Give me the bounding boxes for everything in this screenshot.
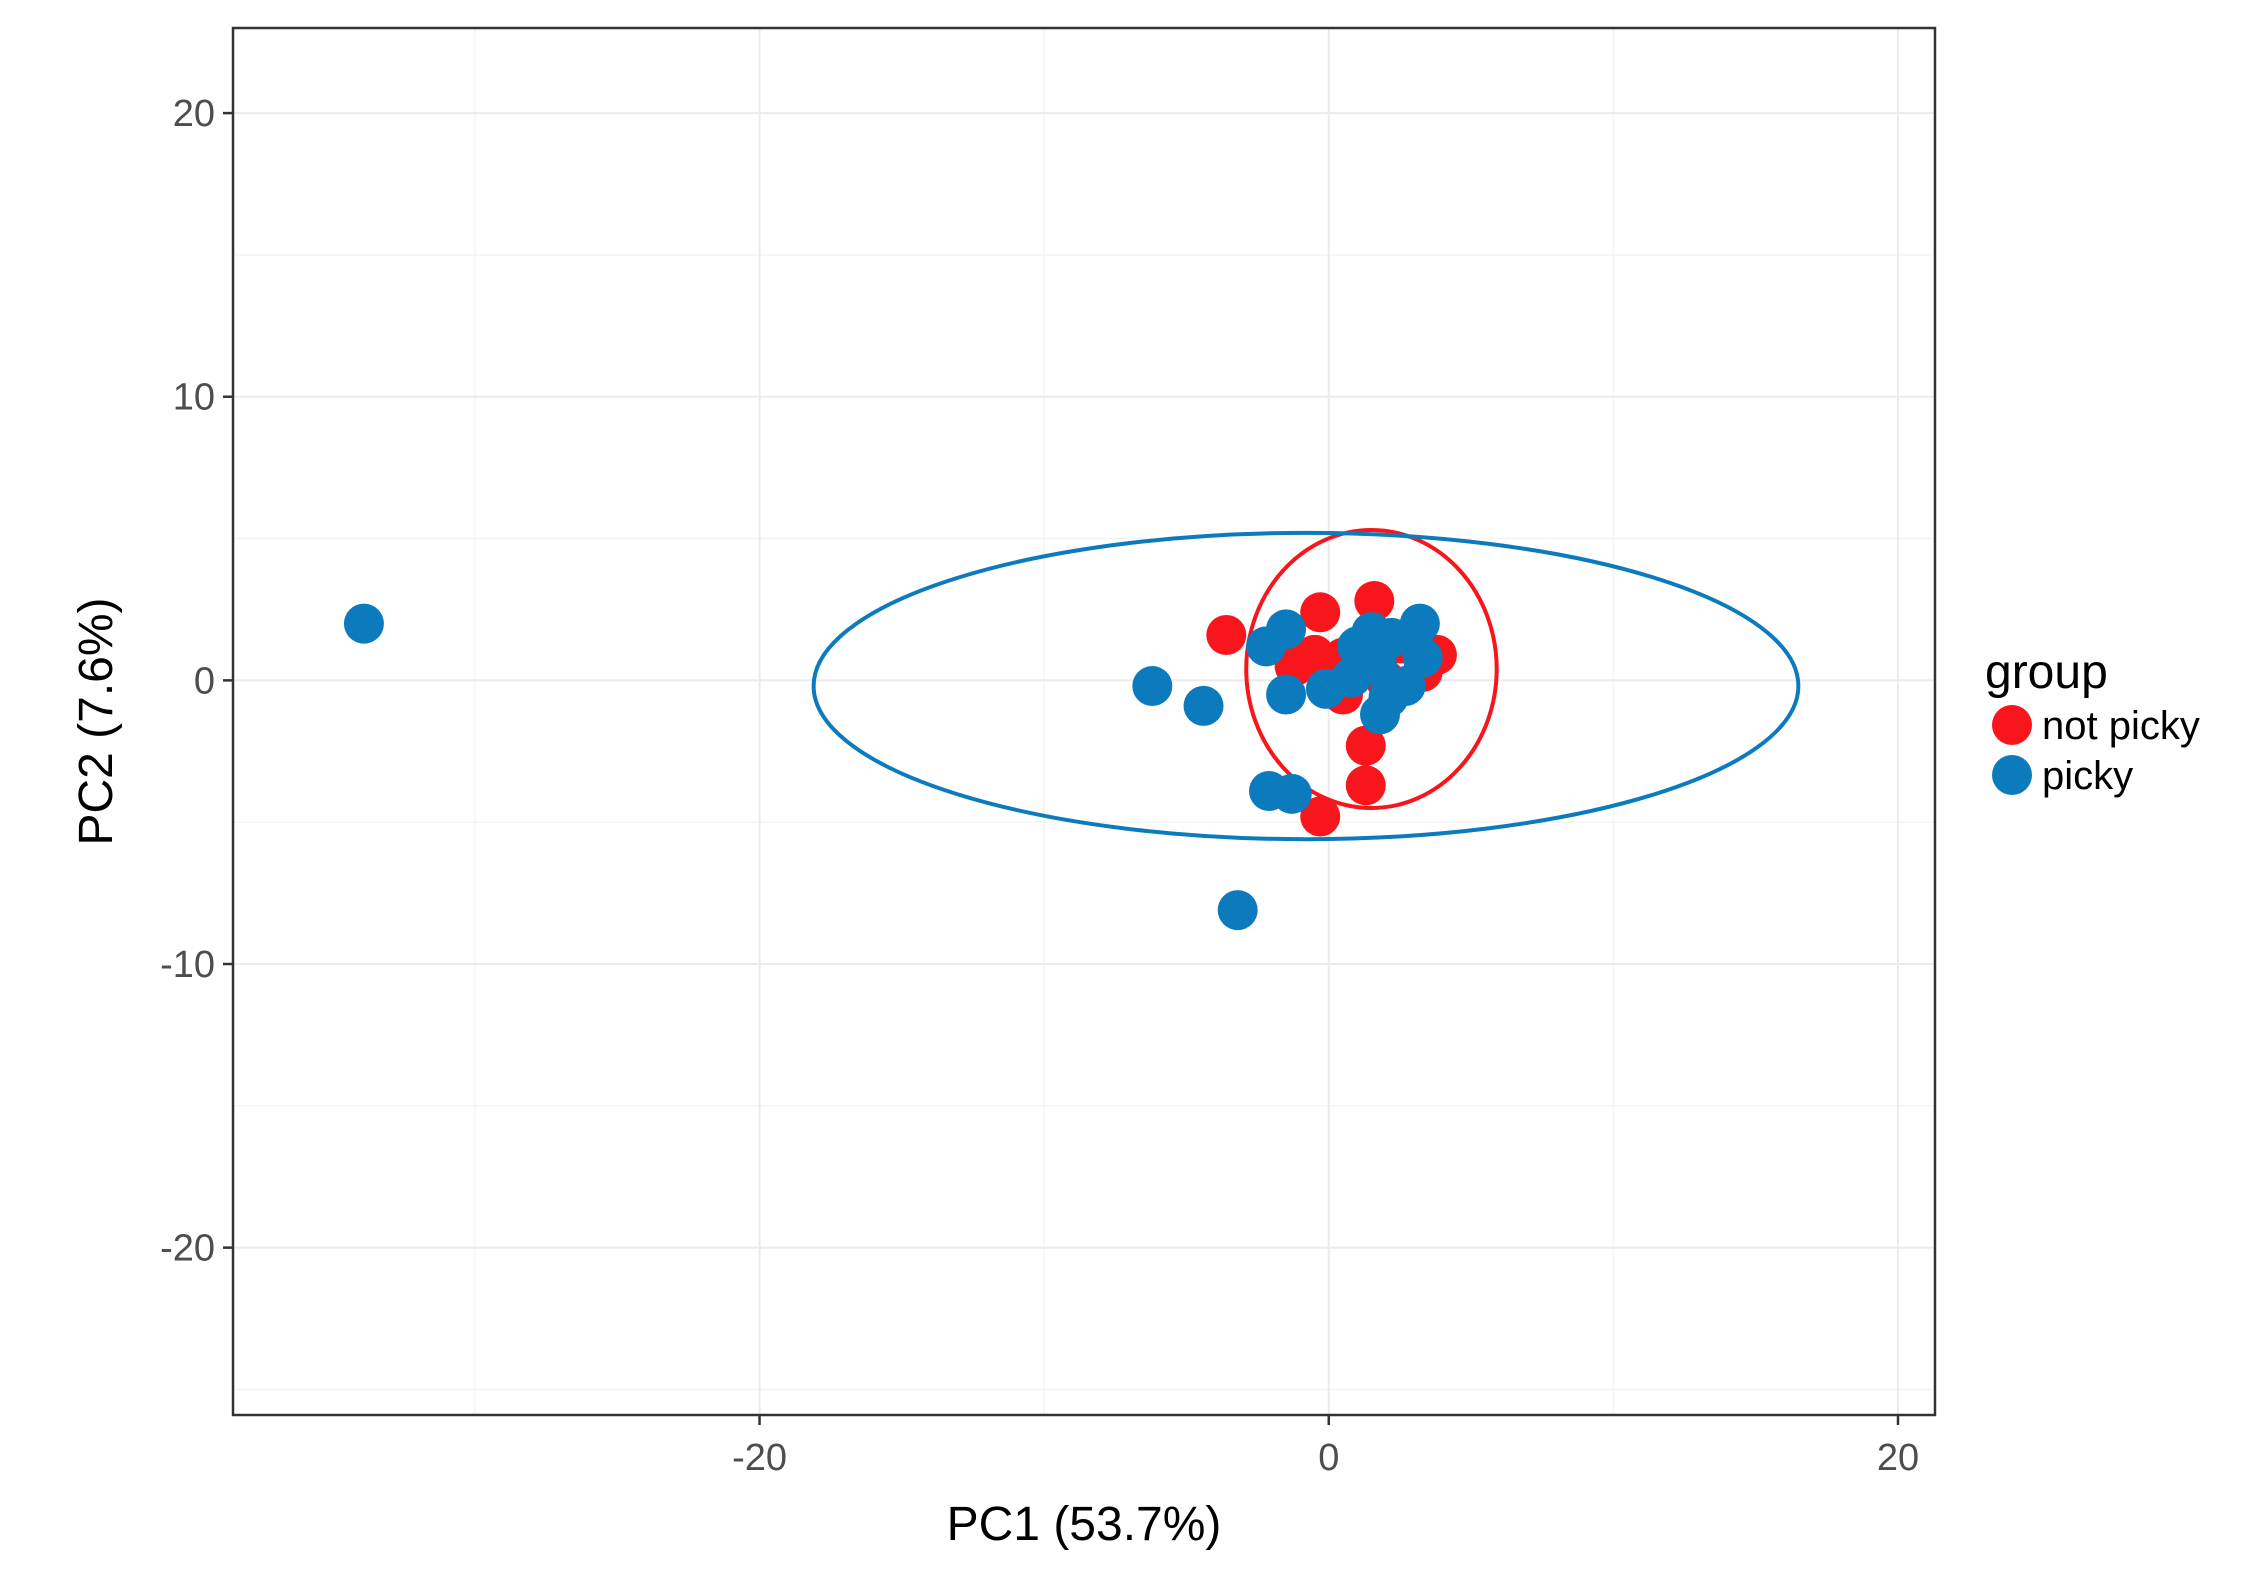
- confidence-ellipses: [811, 528, 1801, 842]
- x-axis-ticks: -20 0 20: [732, 1415, 1919, 1479]
- data-point: [1345, 725, 1386, 766]
- data-point: [1300, 592, 1341, 633]
- data-point: [1183, 685, 1224, 726]
- data-point: [1266, 674, 1307, 715]
- y-tick-label: 20: [173, 93, 215, 135]
- x-tick-label: -20: [732, 1437, 787, 1479]
- x-axis-title: PC1 (53.7%): [947, 1498, 1222, 1551]
- x-tick-label: 20: [1877, 1437, 1919, 1479]
- data-point: [1399, 603, 1440, 644]
- legend-label: picky: [2042, 754, 2133, 798]
- data-point: [1217, 890, 1258, 931]
- minor-gridlines: [233, 28, 1935, 1415]
- data-points: [343, 580, 1457, 931]
- data-point: [1368, 677, 1409, 718]
- confidence-ellipse: [811, 530, 1801, 842]
- legend-label: not picky: [2042, 704, 2200, 748]
- data-point: [1206, 614, 1247, 655]
- y-tick-label: 0: [194, 660, 215, 702]
- legend-key: [1992, 705, 2032, 745]
- y-axis-title: PC2 (7.6%): [70, 597, 123, 845]
- data-point: [1132, 666, 1173, 707]
- y-tick-label: -10: [160, 944, 215, 986]
- data-point: [1300, 796, 1341, 837]
- data-point: [1357, 646, 1398, 687]
- legend: group not picky picky: [1985, 646, 2200, 798]
- data-point: [1271, 773, 1312, 814]
- x-tick-label: 0: [1318, 1437, 1339, 1479]
- y-tick-label: 10: [173, 377, 215, 419]
- major-gridlines: [233, 28, 1935, 1415]
- confidence-ellipse: [1244, 528, 1499, 811]
- data-point: [343, 603, 384, 644]
- plot-panel-border: [231, 26, 1937, 1417]
- data-point: [1345, 765, 1386, 806]
- data-point: [1354, 580, 1395, 621]
- data-point: [1266, 609, 1307, 650]
- y-axis-ticks: -20 -10 0 10 20: [160, 93, 233, 1270]
- y-tick-label: -20: [160, 1228, 215, 1270]
- legend-title: group: [1985, 646, 2108, 699]
- legend-key: [1992, 755, 2032, 795]
